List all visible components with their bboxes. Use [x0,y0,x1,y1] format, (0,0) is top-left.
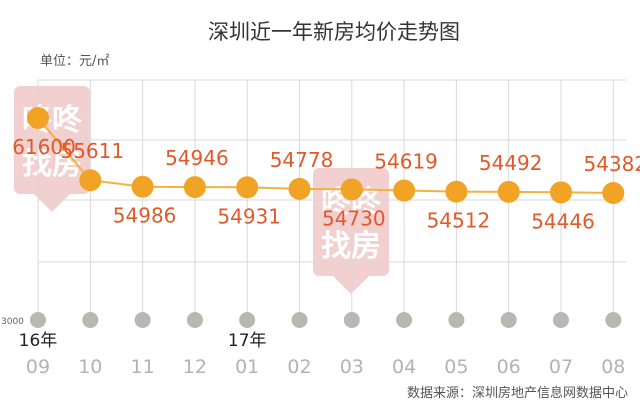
unit-label: 单位：元/㎡ [40,54,109,69]
data-point [340,178,363,201]
baseline-dot [291,312,308,328]
x-tick-label: 10 [78,356,102,378]
x-tick-label: 05 [444,356,468,378]
data-label: 54512 [427,209,491,233]
data-point [393,179,416,202]
data-label: 54730 [322,206,386,230]
x-tick-label: 01 [235,356,259,378]
chart-title: 深圳近一年新房均价走势图 [208,20,460,44]
series-layer [27,107,625,204]
watermark-tile [313,168,389,276]
year-label: 17年 [228,331,267,351]
data-point [183,176,206,199]
watermark-tail [34,194,70,212]
year-label: 16年 [19,331,58,351]
data-label: 54946 [165,146,229,170]
data-point [236,176,259,199]
data-point [550,181,572,204]
data-point [79,169,102,192]
data-point [602,182,625,204]
data-point [288,177,311,200]
grid-layer [37,79,626,320]
data-label: 54778 [270,148,334,172]
x-tick-label: 09 [26,356,50,378]
data-point [497,180,520,203]
x-tick-label: 03 [340,356,364,378]
baseline-dots [30,312,622,328]
watermark-text: 找房 [321,229,381,264]
x-tick-label: 06 [497,356,521,378]
data-point [131,175,154,198]
baseline-dot [343,312,360,328]
data-label: 54382 [583,152,640,176]
data-label: 54619 [374,150,438,174]
data-point [445,180,468,203]
watermark-text: 找房 [22,147,82,182]
data-label: 55611 [60,139,124,163]
y-axis-min-label: 3000 [1,317,24,327]
x-tick-label: 12 [183,356,207,378]
data-label: 54446 [531,209,595,233]
x-tick-label: 02 [287,356,311,378]
data-label: 54492 [479,151,543,175]
baseline-dot [605,312,622,328]
x-tick-label: 07 [549,356,573,378]
x-axis: 09 10 11 12 01 02 03 04 05 06 07 08 16年 17年 [19,331,626,378]
data-label: 54986 [113,204,177,228]
source-note: 数据来源：深圳房地产信息网数据中心 [407,385,628,401]
baseline-dot [396,312,413,328]
data-label: 61600 [12,135,76,159]
baseline-dot [30,312,46,328]
x-tick-label: 04 [392,356,416,378]
baseline-dot [239,312,256,328]
baseline-dot [448,312,465,328]
baseline-dot [500,312,517,328]
baseline-dot [134,312,151,328]
baseline-dot [553,312,569,328]
baseline-dot [82,312,99,328]
x-tick-label: 08 [601,356,625,378]
baseline-dot [186,312,203,328]
data-point [27,107,49,129]
x-tick-label: 11 [131,356,155,378]
watermark-tail [333,276,369,294]
data-label: 54931 [217,204,281,228]
